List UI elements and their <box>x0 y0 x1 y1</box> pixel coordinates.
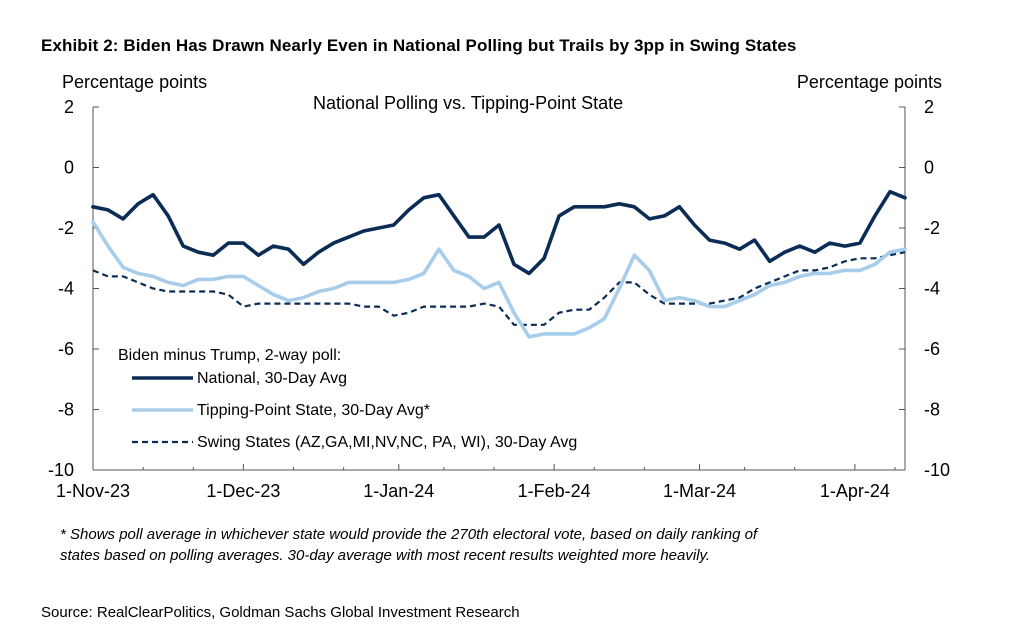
chart-subtitle: National Polling vs. Tipping-Point State <box>313 93 624 113</box>
y-tick-label-left: -6 <box>58 339 74 359</box>
right-axis-unit-label: Percentage points <box>796 72 942 92</box>
legend-label: National, 30-Day Avg <box>197 370 347 387</box>
series-line-swing-states <box>92 251 906 326</box>
y-tick-label-left: 0 <box>64 158 74 178</box>
series-line-national <box>91 189 907 276</box>
y-tick-label-right: -8 <box>924 400 940 420</box>
legend-label: Swing States (AZ,GA,MI,NV,NC, PA, WI), 3… <box>197 434 577 451</box>
y-tick-label-right: -6 <box>924 339 940 359</box>
series-line-tipping-point <box>91 220 907 339</box>
legend-title: Biden minus Trump, 2-way poll: <box>118 347 341 364</box>
x-tick-label: 1-Apr-24 <box>820 481 890 501</box>
x-tick-label: 1-Jan-24 <box>363 481 434 501</box>
chart-title: Exhibit 2: Biden Has Drawn Nearly Even i… <box>41 36 797 55</box>
y-tick-label-left: -2 <box>58 218 74 238</box>
x-tick-label: 1-Mar-24 <box>663 481 736 501</box>
y-tick-label-right: 0 <box>924 158 934 178</box>
left-axis-unit-label: Percentage points <box>62 72 208 92</box>
source-note: Source: RealClearPolitics, Goldman Sachs… <box>41 604 520 621</box>
legend: Biden minus Trump, 2-way poll: National,… <box>118 347 577 451</box>
footnote-line-1: * Shows poll average in whichever state … <box>60 526 758 543</box>
y-tick-label-right: -4 <box>924 279 940 299</box>
axes: 2 20 0-2 -2-4 -4-6 -6-8 -8-10 -101-Nov-23 1-Dec-… <box>48 97 950 501</box>
x-tick-label: 1-Dec-23 <box>206 481 280 501</box>
y-tick-label-left: -10 <box>48 460 74 480</box>
legend-label: Tipping-Point State, 30-Day Avg* <box>197 402 430 419</box>
footnote-line-2: states based on polling averages. 30-day… <box>60 547 711 564</box>
y-tick-label-left: -4 <box>58 279 74 299</box>
series-layer <box>91 189 907 339</box>
y-tick-label-right: 2 <box>924 97 934 117</box>
y-tick-label-left: -8 <box>58 400 74 420</box>
y-tick-label-right: -2 <box>924 218 940 238</box>
x-tick-label: 1-Feb-24 <box>518 481 591 501</box>
y-tick-label-right: -10 <box>924 460 950 480</box>
y-tick-label-left: 2 <box>64 97 74 117</box>
x-tick-label: 1-Nov-23 <box>56 481 130 501</box>
footnote: * Shows poll average in whichever state … <box>60 524 960 566</box>
